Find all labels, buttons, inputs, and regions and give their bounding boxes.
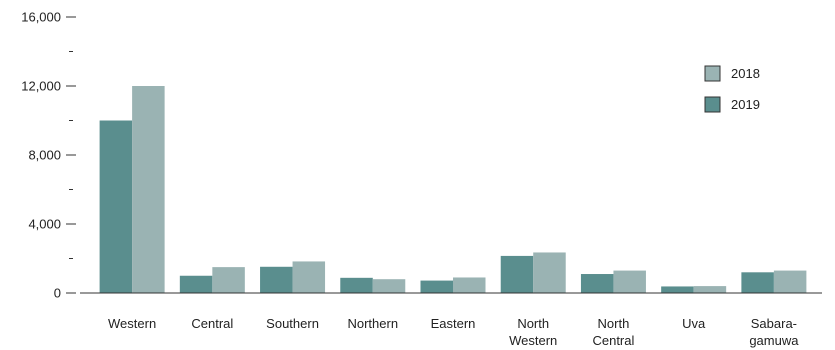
x-axis: Western Central Southern Northern Eastern Nor… [80,292,822,348]
bar-2019 [260,266,293,293]
x-tick-label-line: North [598,316,630,331]
y-tick-label: 0 [54,286,61,301]
bar-2019 [179,275,213,293]
bar-2019 [420,280,453,293]
x-tick-label-line: Eastern [431,316,476,331]
x-tick-label-line: Uva [682,316,706,331]
x-tick-label-line: Northern [347,316,398,331]
y-tick-label: 16,000 [21,10,61,25]
x-tick-label-line: Central [592,333,634,348]
bar-2019 [580,274,614,293]
bar-2019 [99,120,133,293]
x-tick-label-line: North [517,316,549,331]
bar-2018 [693,286,727,293]
x-tick-label: North Central [592,316,634,348]
x-tick-label: Northern [347,316,398,331]
y-tick-label: 8,000 [28,148,61,163]
bars [99,86,807,293]
x-tick-label: North Western [509,316,557,348]
legend-label: 2019 [731,97,760,112]
bar-2019 [340,277,373,293]
x-tick-label: Sabara-gamuwa [749,316,799,348]
bar-2018 [533,252,566,293]
x-tick-label-line: Western [108,316,156,331]
y-axis: 0 4,000 8,000 12,000 16,000 [21,10,76,301]
x-tick-label: Eastern [431,316,476,331]
x-tick-label-line: Sabara- [751,316,797,331]
legend-swatch-2018 [704,65,721,82]
legend-label: 2018 [731,66,760,81]
bar-group [420,277,486,293]
bar-2019 [661,286,694,293]
x-tick-label: Central [191,316,233,331]
bar-group [580,270,646,293]
bar-2018 [453,277,486,293]
x-tick-label-line: Southern [266,316,319,331]
bar-2018 [372,279,406,293]
bar-2018 [292,261,326,293]
bar-2018 [212,267,245,293]
x-tick-label: Southern [266,316,319,331]
x-tick-label: Uva [682,316,706,331]
bar-2019 [741,272,774,293]
x-tick-label-line: Western [509,333,557,348]
bar-group [741,270,807,293]
bar-group [340,277,406,293]
bar-group [99,86,165,293]
x-tick-label-line: gamuwa [749,333,799,348]
bar-group [500,252,566,293]
x-tick-label-line: Central [191,316,233,331]
bar-2018 [773,270,807,293]
bar-group [661,286,727,293]
x-tick-label: Western [108,316,156,331]
bar-2018 [613,270,646,293]
bar-2018 [132,86,165,293]
legend: 2018 2019 [704,65,760,113]
bar-group [260,261,326,293]
y-tick-label: 4,000 [28,217,61,232]
legend-swatch-2019 [704,96,721,113]
bar-2019 [500,255,534,293]
y-tick-label: 12,000 [21,79,61,94]
bar-group [179,267,245,293]
